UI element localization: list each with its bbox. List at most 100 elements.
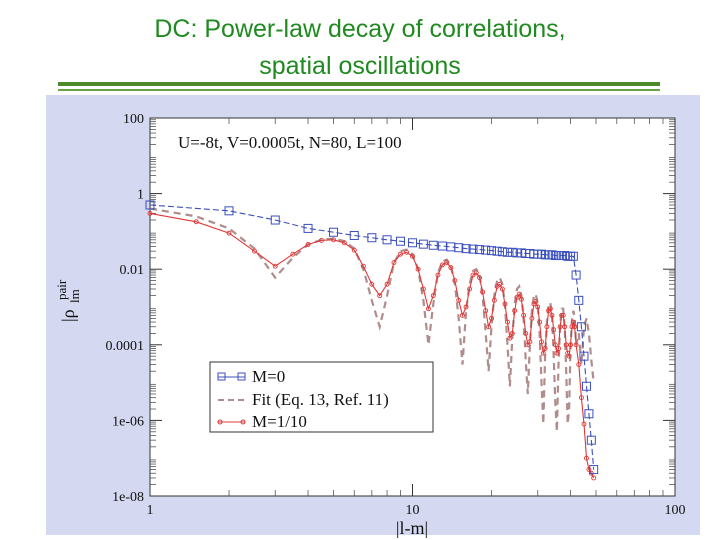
m110-marker-9	[341, 240, 347, 246]
m110-marker-70	[556, 346, 561, 351]
legend-m0-square-a	[217, 372, 226, 381]
slide-title-line1: DC: Power-law decay of correlations,	[154, 15, 566, 43]
m0-marker-7	[382, 235, 392, 245]
m0-marker-0	[145, 200, 155, 210]
x-tick-label-1: 10	[406, 503, 420, 518]
m110-marker-55	[529, 315, 535, 321]
legend: M=0 Fit (Eq. 13, Ref. 11) M=1/10	[209, 361, 434, 433]
m110-marker-87	[586, 467, 592, 473]
legend-m0-square-b	[237, 372, 246, 381]
m110-marker-59	[537, 319, 543, 325]
m110-marker-37	[486, 324, 492, 330]
m110-marker-19	[415, 266, 421, 272]
title-underline-thin	[58, 89, 660, 91]
m110-marker-86	[584, 455, 589, 461]
m110-marker-17	[404, 249, 410, 255]
m110-marker-80	[570, 319, 576, 325]
m0-marker-10	[418, 239, 428, 249]
m110-marker-84	[578, 395, 584, 401]
m110-marker-45	[507, 335, 513, 341]
legend-label-m110: M=1/10	[252, 412, 307, 431]
m110-marker-12	[369, 281, 375, 287]
axes-frame	[149, 117, 676, 497]
m0-marker-46	[584, 409, 594, 419]
y-tick-label-0: 100	[123, 112, 144, 127]
m0-marker-33	[547, 250, 557, 260]
m110-marker-20	[420, 286, 426, 292]
y-tick-label-1: 1	[137, 188, 144, 203]
m110-marker-67	[551, 327, 557, 333]
m110-marker-13	[377, 293, 383, 299]
m110-marker-46	[509, 330, 515, 336]
legend-m110-circle-a	[217, 419, 223, 425]
m0-marker-40	[568, 251, 578, 261]
m110-marker-62	[542, 346, 548, 351]
m110-marker-2	[226, 230, 232, 236]
m110-marker-83	[576, 362, 582, 368]
m110-marker-50	[518, 296, 524, 302]
series-layer	[145, 200, 599, 481]
m110-marker-22	[430, 293, 436, 299]
m0-marker-6	[367, 233, 377, 243]
m110-marker-57	[533, 299, 539, 304]
m110-marker-33	[473, 270, 479, 276]
legend-swatch-m0	[217, 372, 246, 381]
m110-marker-68	[552, 342, 558, 348]
m110-marker-44	[505, 319, 510, 325]
y-tick-label-5: 1e-08	[112, 490, 144, 505]
m110-marker-74	[562, 324, 568, 330]
legend-swatch-m110	[217, 419, 246, 425]
m110-marker-8	[331, 237, 336, 243]
m0-marker-15	[461, 244, 471, 254]
m110-marker-47	[512, 308, 518, 314]
m0-marker-45	[581, 381, 591, 391]
y-axis-label-main: |ρ	[58, 309, 78, 322]
m110-marker-51	[521, 312, 527, 318]
m0-marker-4	[328, 227, 338, 237]
x-axis-label: |l-m|	[396, 518, 428, 538]
m110-marker-38	[489, 315, 494, 321]
m110-marker-29	[460, 312, 465, 318]
m110-marker-16	[398, 251, 403, 257]
m0-marker-2	[270, 215, 280, 225]
m0-marker-21	[497, 247, 507, 257]
m110-marker-25	[444, 260, 450, 265]
m0-marker-37	[560, 251, 570, 261]
m110-marker-24	[439, 262, 445, 268]
m110-marker-52	[523, 330, 529, 336]
y-axis-label-sub: lm	[67, 289, 82, 303]
m110-marker-69	[554, 350, 560, 356]
m0-marker-20	[492, 246, 502, 256]
m110-marker-42	[499, 286, 505, 292]
m110-marker-89	[591, 475, 597, 481]
m110-marker-36	[483, 308, 489, 314]
m0-marker-22	[502, 247, 512, 257]
m110-marker-35	[480, 289, 486, 295]
m0-marker-48	[589, 465, 599, 475]
m110-marker-48	[514, 294, 520, 300]
m110-marker-26	[448, 265, 454, 271]
m110-marker-10	[351, 247, 357, 253]
x-tick-label-2: 100	[665, 503, 686, 518]
m0-marker-42	[574, 295, 584, 305]
y-tick-label-2: 0.01	[120, 263, 145, 278]
m110-marker-21	[425, 306, 431, 312]
legend-m110-circle-b	[240, 419, 246, 425]
m110-marker-54	[527, 339, 533, 345]
m110-marker-85	[581, 421, 587, 427]
m0-marker-43	[576, 322, 586, 332]
m110-marker-7	[319, 237, 324, 243]
m110-marker-15	[391, 260, 397, 265]
m110-marker-61	[540, 350, 546, 356]
m110-marker-30	[463, 304, 469, 310]
m0-marker-1	[224, 206, 234, 216]
m110-marker-23	[435, 272, 441, 278]
m0-marker-47	[586, 435, 596, 445]
m110-marker-11	[360, 263, 366, 269]
y-tick-label-4: 1e-06	[112, 414, 144, 429]
m110-marker-49	[516, 291, 522, 297]
legend-box	[209, 361, 434, 433]
m110-marker-18	[410, 253, 415, 259]
m0-marker-11	[428, 240, 438, 250]
